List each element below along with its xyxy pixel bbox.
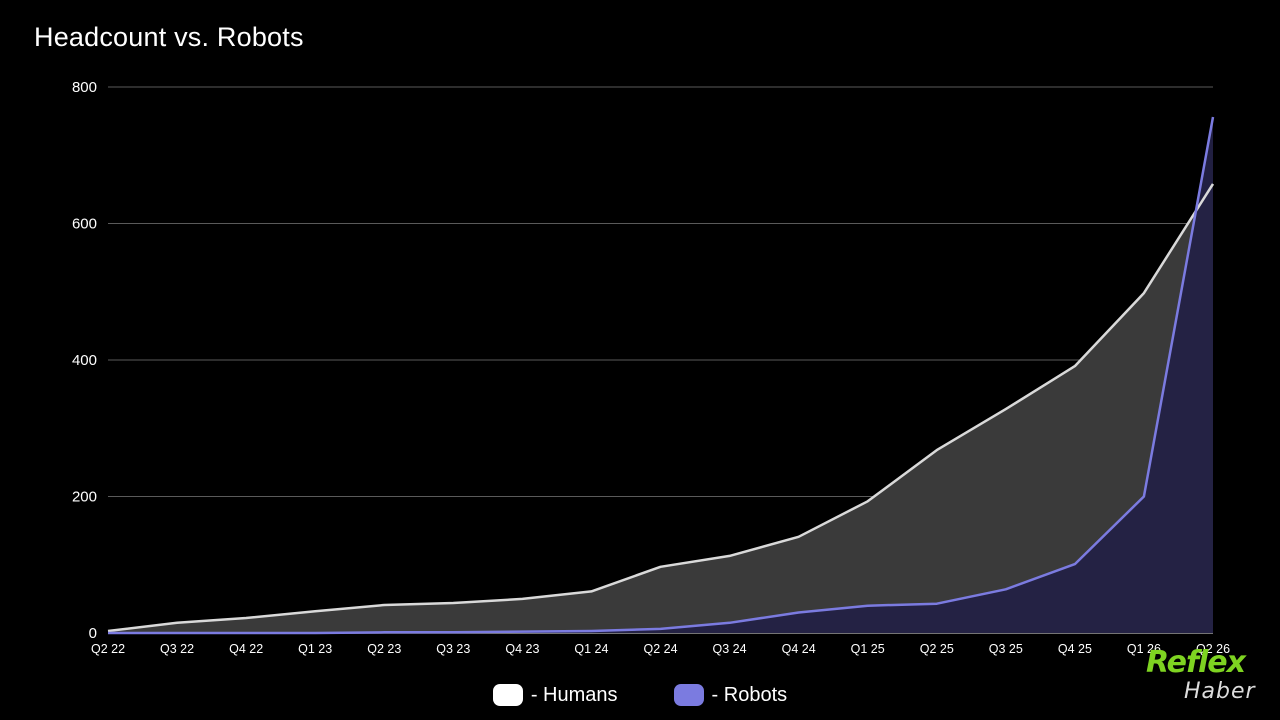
x-tick-label: Q2 26 — [1196, 642, 1230, 656]
y-tick-label: 400 — [72, 352, 97, 369]
x-tick-label: Q4 24 — [782, 642, 816, 656]
y-tick-label: 800 — [72, 79, 97, 96]
chart-title: Headcount vs. Robots — [34, 22, 304, 52]
legend-swatch-robots — [673, 684, 704, 706]
legend: - Humans - Robots — [0, 680, 1280, 710]
x-tick-label: Q3 22 — [160, 642, 194, 656]
legend-label-robots: - Robots — [711, 683, 788, 706]
x-tick-label: Q4 25 — [1058, 642, 1092, 656]
x-tick-label: Q2 23 — [367, 642, 401, 656]
series-areas — [108, 117, 1213, 633]
y-tick-label: 0 — [89, 625, 97, 642]
x-tick-label: Q2 25 — [920, 642, 954, 656]
area-robots — [108, 117, 1213, 633]
watermark-top: Reflex — [1146, 645, 1246, 680]
watermark-bottom: Haber — [1184, 679, 1256, 704]
legend-label-humans: - Humans — [530, 683, 618, 706]
area-humans — [108, 183, 1213, 633]
legend-item-robots[interactable]: - Robots — [673, 683, 788, 707]
x-tick-label: Q1 25 — [851, 642, 885, 656]
x-tick-label: Q3 23 — [436, 642, 470, 656]
x-tick-label: Q4 23 — [505, 642, 539, 656]
x-tick-label: Q1 23 — [298, 642, 332, 656]
axes: 0 200 400 600 800 Q2 22 Q3 22 Q4 22 Q1 23 Q2 23 Q3… — [72, 79, 1230, 656]
x-tick-label: Q2 24 — [643, 642, 677, 656]
series-lines — [107, 116, 1215, 635]
x-tick-label: Q2 22 — [91, 642, 125, 656]
x-tick-label: Q1 26 — [1127, 642, 1161, 656]
x-tick-label: Q4 22 — [229, 642, 263, 656]
legend-item-humans[interactable]: - Humans — [492, 683, 618, 707]
y-tick-label: 200 — [72, 489, 97, 506]
x-tick-label: Q3 24 — [713, 642, 747, 656]
x-tick-label: Q1 24 — [574, 642, 608, 656]
watermark-logo: Reflex Haber — [1146, 646, 1280, 716]
legend-swatch-humans — [492, 684, 523, 706]
y-tick-label: 600 — [72, 216, 97, 233]
x-tick-label: Q3 25 — [989, 642, 1023, 656]
